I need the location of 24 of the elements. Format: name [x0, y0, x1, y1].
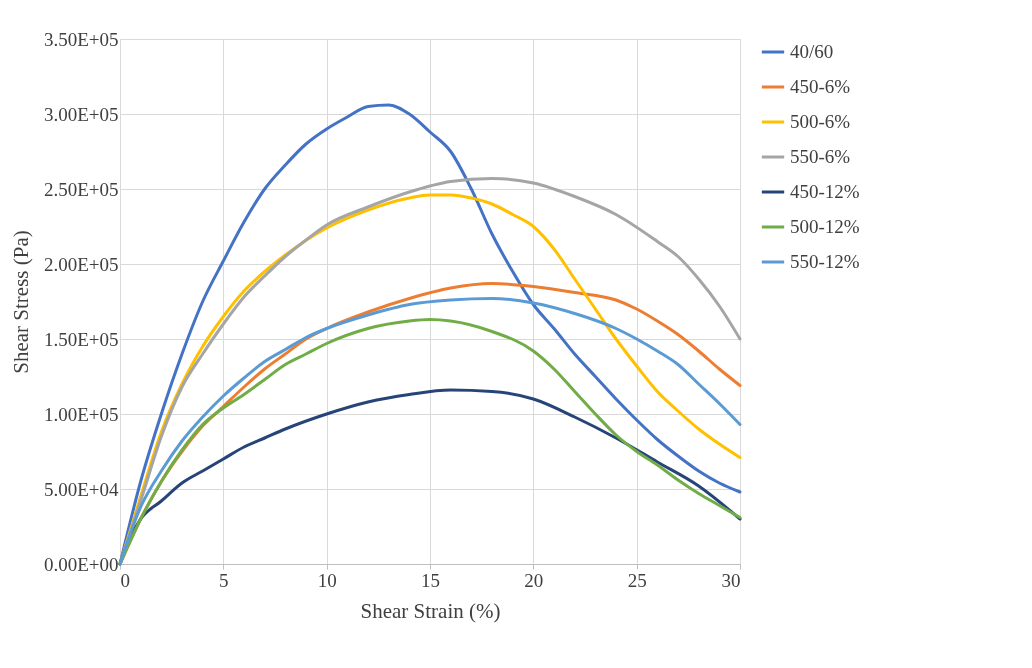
- y-tick-label: 2.50E+05: [43, 178, 119, 200]
- x-tick-label: 20: [524, 569, 544, 591]
- legend-label: 550-12%: [790, 251, 860, 272]
- y-tick-label: 2.00E+05: [43, 253, 119, 275]
- x-tick-label: 5: [219, 569, 229, 591]
- y-tick-label: 3.00E+05: [43, 103, 119, 125]
- x-tick-label: 25: [627, 569, 647, 591]
- y-tick-label: 0.00E+00: [43, 553, 119, 575]
- y-tick-label: 1.50E+05: [43, 328, 119, 350]
- x-tick-label: 0: [120, 569, 130, 591]
- y-tick-label: 3.50E+05: [43, 28, 119, 50]
- legend-label: 40/60: [790, 41, 834, 62]
- x-tick-label: 30: [721, 569, 741, 591]
- x-tick-label: 10: [317, 569, 337, 591]
- x-axis-title: Shear Strain (%): [360, 598, 501, 623]
- y-axis-title: Shear Stress (Pa): [8, 230, 33, 374]
- y-tick-label: 5.00E+04: [43, 478, 119, 500]
- legend-label: 500-6%: [790, 111, 851, 132]
- y-tick-label: 1.00E+05: [43, 403, 119, 425]
- x-tick-label: 15: [421, 569, 440, 591]
- legend-label: 550-6%: [790, 146, 851, 167]
- legend-label: 450-12%: [790, 181, 860, 202]
- legend-label: 450-6%: [790, 76, 851, 97]
- legend-label: 500-12%: [790, 216, 860, 237]
